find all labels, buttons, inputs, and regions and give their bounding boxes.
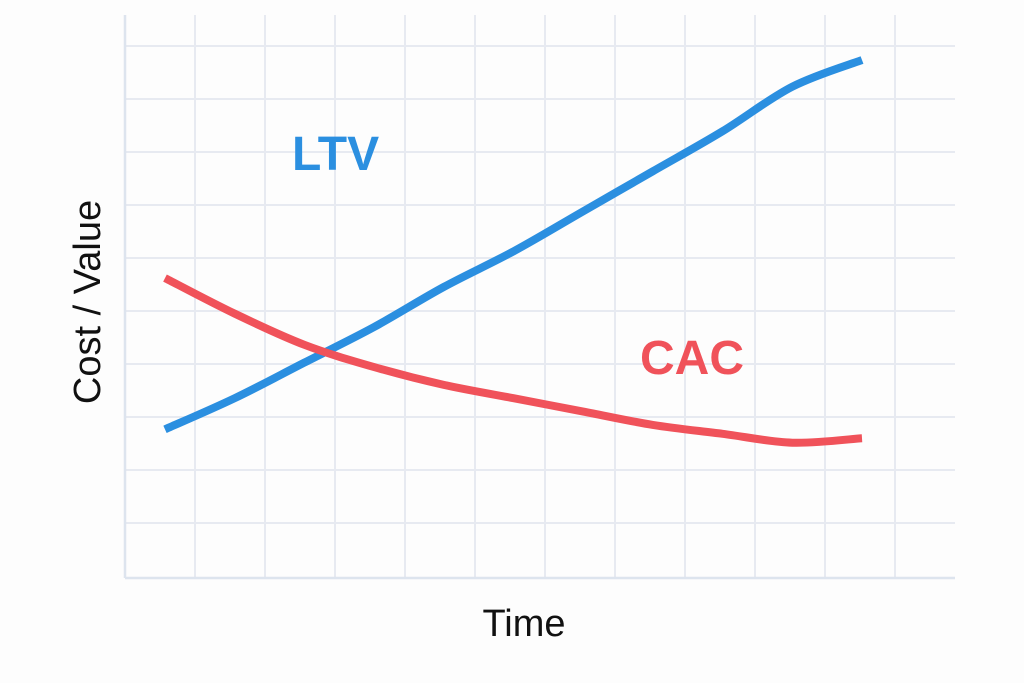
series-label-cac: CAC (640, 332, 744, 385)
chart-series (163, 56, 864, 447)
x-axis-title: Time (482, 603, 565, 645)
series-line-cac (163, 274, 863, 447)
chart-axes (123, 15, 955, 580)
chart-grid (124, 15, 955, 578)
y-axis-title: Cost / Value (67, 200, 109, 404)
series-line-ltv (163, 56, 864, 434)
series-label-ltv: LTV (292, 128, 379, 181)
